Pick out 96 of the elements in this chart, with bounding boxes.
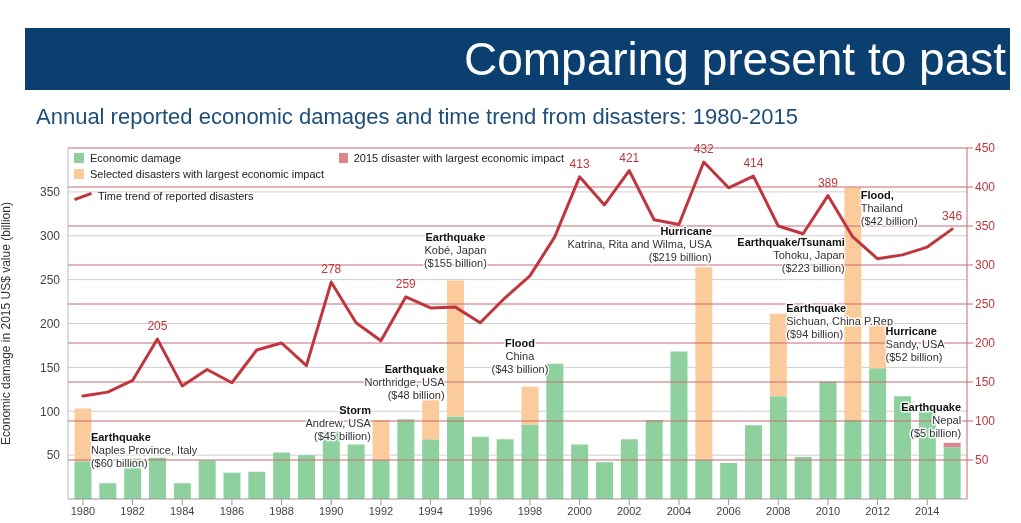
bar xyxy=(670,351,688,499)
bar xyxy=(99,483,117,499)
data-label: 205 xyxy=(147,319,168,334)
x-tick-label: 2000 xyxy=(567,504,592,517)
x-tick-label: 1982 xyxy=(120,504,145,517)
y-tick-label: 150 xyxy=(39,360,61,375)
bar xyxy=(397,419,415,499)
x-tick-label: 1992 xyxy=(368,504,394,517)
bar xyxy=(173,483,191,499)
x-tick-label: 2010 xyxy=(815,504,841,517)
data-label: 432 xyxy=(693,142,715,157)
bar xyxy=(819,381,837,499)
bar xyxy=(372,459,390,499)
data-label: 278 xyxy=(321,262,342,277)
data-label: 413 xyxy=(569,156,590,171)
x-tick-label: 2014 xyxy=(915,504,940,517)
bar xyxy=(447,280,464,417)
bar xyxy=(74,461,92,499)
bar xyxy=(620,439,638,499)
bar xyxy=(521,424,539,499)
bar xyxy=(273,452,291,499)
y2-tick-label: 350 xyxy=(975,219,996,234)
x-tick-label: 1990 xyxy=(319,504,344,517)
x-tick-label: 1996 xyxy=(468,504,493,517)
data-label: 346 xyxy=(942,209,963,224)
bar xyxy=(148,457,166,499)
bar xyxy=(347,444,365,499)
y2-tick-label: 100 xyxy=(975,414,996,429)
bar xyxy=(447,416,464,499)
y2-tick-label: 450 xyxy=(975,141,996,156)
bar xyxy=(297,455,315,499)
data-label: 421 xyxy=(619,150,640,165)
annotation: Hurricane Katrina, Rita and Wilma, USA ($219 billion) xyxy=(567,225,713,264)
y2-tick-label: 200 xyxy=(975,336,996,351)
annotation: Earthquake Kobé, Japan ($155 billion) xyxy=(423,230,487,269)
bar xyxy=(372,420,390,460)
y-tick-label: 300 xyxy=(39,229,61,244)
bar xyxy=(422,439,440,499)
bar xyxy=(248,471,266,499)
annotation: Flood, Thailand ($42 billion) xyxy=(860,189,918,228)
bar xyxy=(521,386,539,425)
legend-label: Economic damage xyxy=(90,152,182,164)
annotation: Earthquake Nepal ($5 billion) xyxy=(901,400,962,439)
annotation: Earthquake Naples Province, Italy ($60 billion) xyxy=(90,430,198,469)
chart-subtitle: Annual reported economic damages and time trend from disasters: 1980-2015 xyxy=(36,104,798,130)
y-tick-label: 250 xyxy=(39,272,61,287)
legend-label: Selected disasters with largest economic impact xyxy=(90,168,325,180)
x-tick-label: 2002 xyxy=(617,504,642,517)
bar xyxy=(943,442,961,448)
x-tick-label: 1980 xyxy=(70,504,96,517)
y-tick-label: 200 xyxy=(39,316,61,331)
bar xyxy=(695,459,713,499)
x-tick-label: 1998 xyxy=(517,504,543,517)
bar xyxy=(769,313,787,397)
y2-tick-label: 400 xyxy=(975,180,996,195)
x-tick-label: 2012 xyxy=(865,504,890,517)
y2-tick-label: 150 xyxy=(975,375,996,390)
bar xyxy=(471,436,489,499)
y2-tick-label: 250 xyxy=(975,297,996,312)
bar xyxy=(769,396,787,499)
y2-tick-label: 50 xyxy=(975,453,989,468)
y-tick-label: 350 xyxy=(39,185,61,200)
bar xyxy=(943,447,961,499)
x-tick-label: 1984 xyxy=(170,504,195,517)
bar xyxy=(571,444,589,499)
x-tick-label: 1986 xyxy=(219,504,245,517)
y-axis-title: Economic damage in 2015 US$ value (billion) xyxy=(0,202,14,445)
bar xyxy=(844,420,862,499)
bar xyxy=(869,368,887,499)
bar xyxy=(198,460,216,499)
x-tick-label: 2008 xyxy=(766,504,791,517)
data-label: 414 xyxy=(743,156,764,171)
y-tick-label: 100 xyxy=(39,404,61,419)
legend-label: Time trend of reported disasters xyxy=(98,190,254,202)
x-tick-label: 1994 xyxy=(418,504,443,517)
x-tick-label: 2006 xyxy=(716,504,741,517)
bar xyxy=(496,439,514,499)
x-tick-label: 1988 xyxy=(269,504,294,517)
data-label: 389 xyxy=(817,175,839,190)
y2-tick-label: 300 xyxy=(975,258,996,273)
bar xyxy=(745,425,763,499)
annotation: Earthquake/Tsunami Tohoku, Japan ($223 billion) xyxy=(737,236,845,275)
bar xyxy=(695,267,713,460)
bar xyxy=(645,420,663,499)
bar xyxy=(794,456,812,499)
x-tick-label: 2004 xyxy=(666,504,692,517)
legend-label: 2015 disaster with largest economic impact xyxy=(353,152,564,164)
annotation: Flood China ($43 billion) xyxy=(491,336,549,375)
y-tick-label: 50 xyxy=(46,448,61,463)
annotation: Earthquake Northridge, USA ($48 billion) xyxy=(364,363,446,402)
chart-title: Comparing present to past xyxy=(25,28,1010,90)
bar xyxy=(596,462,613,499)
data-label: 259 xyxy=(395,276,417,291)
bar xyxy=(720,463,738,499)
bar xyxy=(546,363,564,499)
bar xyxy=(223,472,241,499)
